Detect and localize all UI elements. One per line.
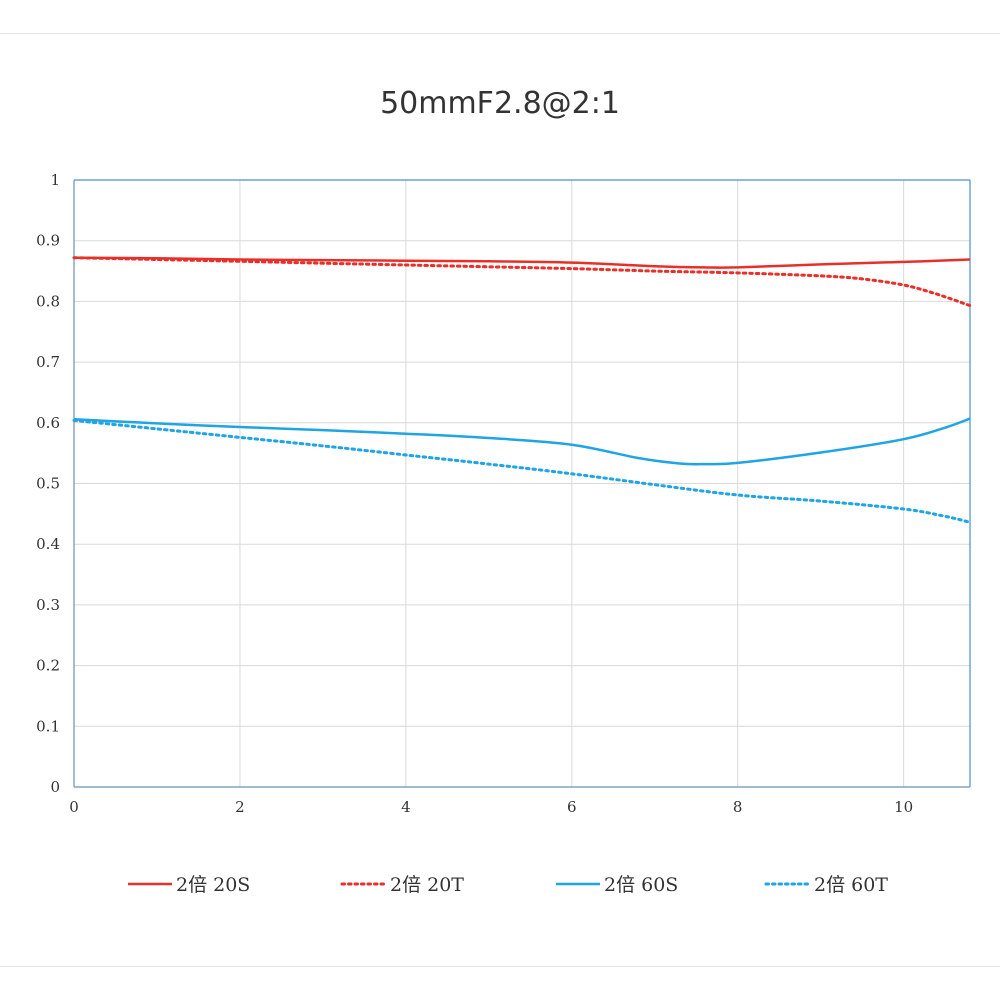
series-line-3 <box>73 417 971 466</box>
tick-labels: 00.10.20.30.40.50.60.70.80.910 2 4 6 8 10 <box>36 171 913 816</box>
y-tick-label: 0.1 <box>36 717 60 735</box>
y-tick-label: 0.3 <box>36 596 60 614</box>
x-tick-label: 4 <box>401 798 411 816</box>
y-tick-label: 0.8 <box>36 292 60 310</box>
y-tick-label: 0.5 <box>36 475 60 493</box>
grid-lines <box>73 179 971 788</box>
x-tick-label: 6 <box>567 798 577 816</box>
x-tick-label: 8 <box>733 798 743 816</box>
series-line-2 <box>72 256 972 308</box>
y-tick-label: 0.2 <box>36 657 60 675</box>
y-tick-label: 0.7 <box>36 353 60 371</box>
chart-frame <box>0 33 1000 967</box>
legend-label-1: 2倍 20S <box>176 874 250 896</box>
y-tick-label: 0.9 <box>36 232 60 250</box>
x-tick-label: 10 <box>894 798 913 816</box>
series-line-1 <box>73 256 971 269</box>
y-tick-label: 0.6 <box>36 414 60 432</box>
legend: 2倍 20S 2倍 20T 2倍 60S 2倍 60T <box>128 874 888 896</box>
series-line-4 <box>72 418 972 524</box>
chart-title: 50mmF2.8@2:1 <box>380 86 620 121</box>
x-tick-label: 0 <box>69 798 79 816</box>
y-tick-label: 0 <box>50 778 60 796</box>
legend-label-2: 2倍 20T <box>390 874 464 896</box>
legend-label-4: 2倍 60T <box>814 874 888 896</box>
y-tick-label: 0.4 <box>36 535 60 553</box>
series-lines <box>72 256 972 524</box>
legend-label-3: 2倍 60S <box>604 874 678 896</box>
x-tick-label: 2 <box>235 798 245 816</box>
y-tick-label: 1 <box>50 171 60 189</box>
